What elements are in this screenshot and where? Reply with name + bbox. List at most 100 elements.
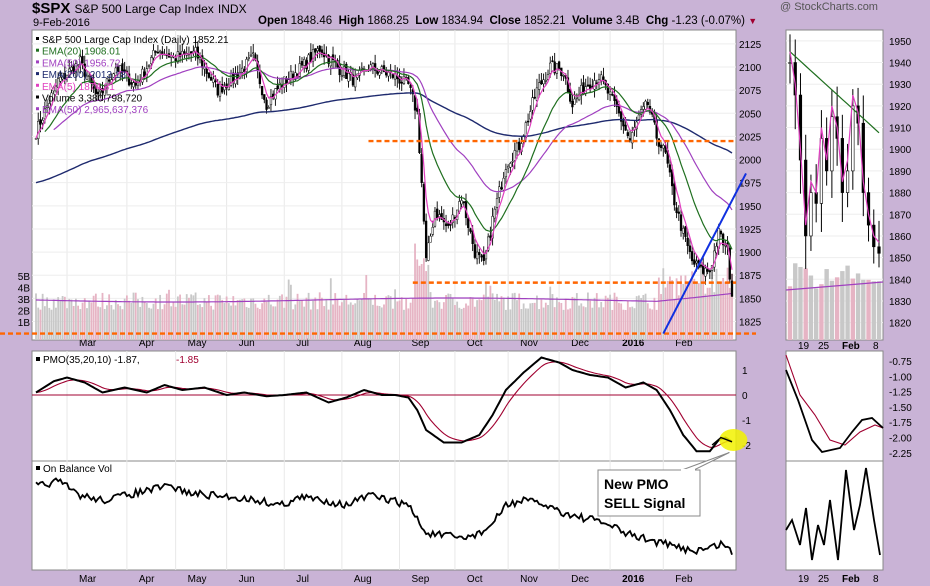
price-candle-body [690, 251, 694, 262]
volume-bar [555, 297, 558, 340]
obv-x-tick-label: Sep [412, 574, 430, 585]
price-candle-body [400, 82, 403, 84]
price-candle-body [538, 82, 541, 90]
volume-bar [711, 277, 713, 340]
chg-label: Chg [645, 15, 669, 27]
volume-bar [425, 271, 428, 340]
zoom-volume-bar [855, 273, 861, 340]
volume-bar [702, 266, 705, 340]
volume-bar [449, 293, 452, 340]
price-candle-body [260, 86, 264, 96]
price-candle-body [515, 142, 519, 152]
volume-bar [307, 292, 310, 340]
price-candle-body [329, 56, 332, 67]
zoom-volume-bar [798, 266, 803, 340]
volume-bar [622, 309, 625, 340]
obv-line [35, 477, 733, 556]
zoom-candle-body [814, 192, 818, 204]
zoom-pmo-y-tick-label: -2.25 [889, 449, 912, 460]
volume-bar [671, 280, 674, 340]
zoom-pmo-y-tick-label: -1.75 [889, 418, 912, 429]
volume-bar [101, 292, 104, 340]
volume-bar [314, 297, 317, 340]
price-y-tick-label: 1925 [739, 225, 762, 236]
volume-bar [161, 309, 164, 340]
price-candle-body [608, 91, 612, 95]
close-value: 1852.21 [524, 15, 566, 27]
zoom-volume-bar [813, 288, 819, 340]
zoom-candle-body [845, 170, 850, 193]
volume-bar [108, 294, 111, 340]
volume-bar [88, 300, 91, 340]
price-candle-body [451, 214, 454, 223]
legend-swatch [36, 72, 39, 76]
volume-bar [230, 305, 232, 340]
zoom-y-tick-label: 1940 [889, 59, 912, 70]
volume-bar [179, 294, 181, 340]
price-candle-body [699, 264, 703, 267]
zoom-candle-body [788, 62, 792, 64]
price-candle-body [518, 141, 521, 150]
price-candle-body [83, 63, 86, 77]
pmo-signal-highlight [719, 429, 748, 451]
volume-bar [536, 295, 538, 340]
zoom-ema20-line [789, 51, 880, 134]
volume-bar [558, 302, 561, 340]
volume-bar [476, 300, 478, 340]
volume-bar [553, 307, 556, 340]
pmo-legend-signal: -1.85 [176, 355, 199, 366]
price-candle-body [81, 55, 84, 64]
volume-bar [684, 275, 687, 340]
volume-bar [59, 300, 62, 340]
volume-bar [635, 296, 638, 340]
volume-bar [420, 264, 423, 340]
volume-bar [52, 299, 55, 340]
volume-bar [112, 309, 115, 340]
price-candle-body [511, 161, 514, 163]
volume-bar [489, 285, 492, 340]
price-candle-body [94, 87, 97, 95]
volume-bar [41, 293, 44, 340]
volume-bar [170, 306, 173, 340]
volume-bar [360, 298, 363, 340]
price-candle-body [76, 64, 80, 66]
volume-bar [549, 286, 552, 340]
volume-bar [316, 309, 319, 340]
volume-bar [580, 303, 583, 340]
zoom-volume-bar [840, 271, 845, 340]
volume-bar [287, 279, 290, 340]
volume-bar [467, 305, 470, 340]
volume-bar [624, 309, 627, 340]
volume-bar [391, 308, 394, 340]
volume-bar [673, 298, 676, 340]
volume-y-tick-label: 4B [18, 284, 31, 295]
volume-bar [724, 282, 727, 340]
close-label: Close [489, 15, 521, 27]
price-candle-body [460, 200, 463, 205]
price-candle-body [573, 98, 576, 105]
legend-swatch [36, 107, 39, 111]
price-candle-body [542, 79, 545, 85]
volume-bar [560, 302, 563, 340]
volume-bar [418, 265, 421, 340]
price-x-tick-label: Feb [675, 338, 693, 349]
price-candle-body [314, 48, 317, 53]
volume-bar [243, 298, 246, 340]
price-candle-body [232, 72, 235, 82]
price-candle-body [68, 68, 71, 77]
price-candle-body [588, 84, 592, 90]
volume-bar [365, 275, 368, 340]
zoom-volume-bar [834, 277, 840, 340]
volume-bar [203, 298, 206, 340]
price-candle-body [447, 223, 450, 226]
volume-bar [61, 296, 64, 340]
zoom-volume-bar [861, 279, 866, 340]
price-candle-body [225, 83, 228, 88]
price-candle-body [628, 138, 632, 141]
volume-bar [502, 297, 505, 340]
volume-bar [567, 309, 569, 340]
volume-bar [263, 298, 266, 340]
volume-bar [281, 294, 283, 340]
price-y-tick-label: 2000 [739, 156, 762, 167]
price-candle-body [130, 82, 133, 85]
